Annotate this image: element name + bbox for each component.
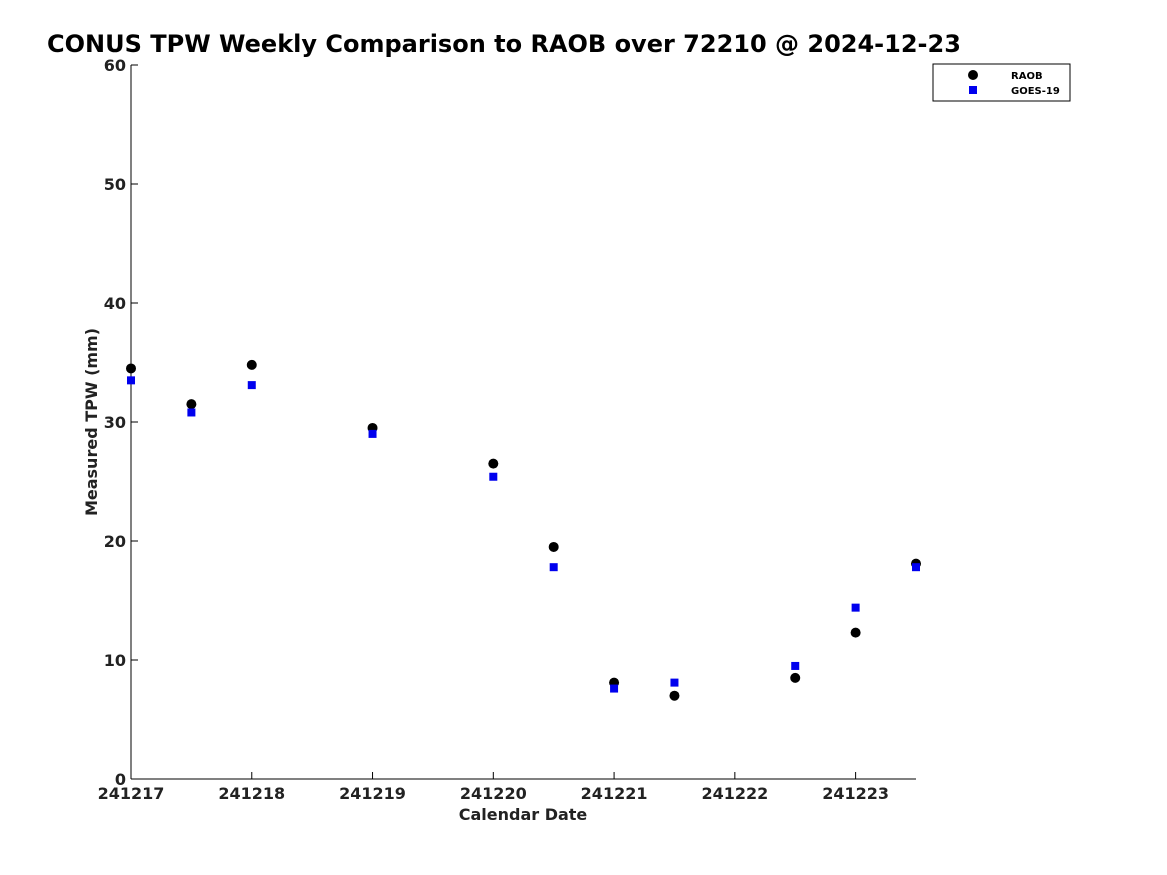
x-tick-label: 241222 (701, 784, 768, 803)
y-tick-label: 0 (115, 770, 126, 789)
data-point-goes-19 (489, 472, 498, 481)
data-point-goes-19 (127, 376, 135, 385)
data-point-raob (246, 359, 257, 370)
data-point-raob (850, 627, 861, 638)
data-point-raob (790, 672, 801, 683)
legend: RAOB GOES-19 (932, 63, 1071, 102)
x-tick-label: 241219 (339, 784, 406, 803)
legend-entry: GOES-19 (1011, 86, 1060, 97)
data-point-goes-19 (368, 429, 377, 438)
x-axis-ticks: 241217 241218 241219 241220 241221 241222 2412… (98, 772, 889, 803)
x-tick-label: 241220 (460, 784, 527, 803)
data-point-goes-19 (912, 563, 920, 572)
x-axis-label: Calendar Date (459, 805, 588, 824)
data-point-raob (669, 690, 680, 701)
y-tick-label: 10 (104, 651, 126, 670)
chart-title: CONUS TPW Weekly Comparison to RAOB over… (47, 30, 961, 58)
data-point-goes-19 (670, 678, 679, 687)
data-points (126, 359, 921, 701)
x-tick-label: 241223 (822, 784, 889, 803)
data-point-goes-19 (610, 684, 619, 693)
y-tick-label: 20 (104, 532, 126, 551)
data-point-goes-19 (851, 603, 860, 612)
plot-area (130, 65, 916, 780)
legend-marker (969, 86, 977, 94)
legend-box (932, 63, 1071, 102)
y-tick-label: 30 (104, 413, 126, 432)
data-point-goes-19 (247, 381, 256, 390)
data-point-goes-19 (791, 661, 800, 670)
data-point-raob (488, 458, 499, 469)
y-tick-label: 50 (104, 175, 126, 194)
data-point-raob (548, 541, 559, 552)
data-point-goes-19 (549, 563, 558, 572)
x-tick-label: 241217 (98, 784, 165, 803)
y-axis-ticks: 0 10 20 30 40 50 60 (104, 56, 138, 789)
legend-marker (968, 70, 978, 80)
data-point-goes-19 (187, 408, 196, 417)
legend-entry: RAOB (1011, 71, 1043, 82)
x-tick-label: 241218 (218, 784, 285, 803)
data-point-raob (126, 363, 136, 374)
x-tick-label: 241221 (581, 784, 648, 803)
y-axis-label: Measured TPW (mm) (82, 328, 101, 516)
y-tick-label: 40 (104, 294, 126, 313)
y-tick-label: 60 (104, 56, 126, 75)
data-point-raob (186, 399, 197, 410)
